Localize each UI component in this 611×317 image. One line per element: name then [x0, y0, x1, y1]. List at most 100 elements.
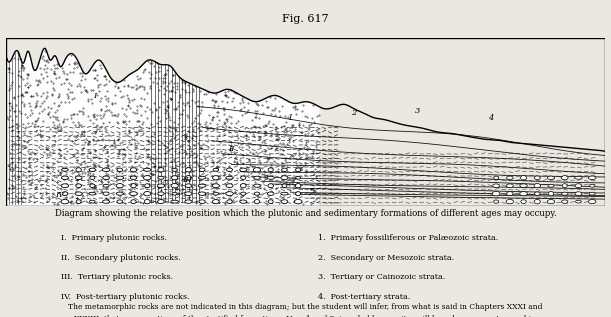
Ellipse shape — [131, 184, 136, 188]
Ellipse shape — [562, 176, 568, 180]
Ellipse shape — [213, 192, 219, 195]
Ellipse shape — [144, 191, 151, 196]
Ellipse shape — [172, 176, 178, 180]
Ellipse shape — [158, 200, 164, 204]
Ellipse shape — [158, 168, 164, 172]
Ellipse shape — [282, 168, 287, 171]
Ellipse shape — [507, 176, 513, 179]
Text: III: III — [183, 176, 192, 184]
Ellipse shape — [213, 200, 219, 204]
Ellipse shape — [254, 192, 260, 195]
Ellipse shape — [213, 176, 219, 180]
Ellipse shape — [494, 200, 499, 203]
Ellipse shape — [185, 192, 192, 196]
Ellipse shape — [103, 184, 109, 187]
Ellipse shape — [61, 184, 68, 188]
Text: Diagram showing the relative position which the plutonic and sedimentary formati: Diagram showing the relative position wh… — [54, 210, 557, 218]
Ellipse shape — [116, 192, 123, 195]
Text: The metamorphic rocks are not indicated in this diagram; but the student will in: The metamorphic rocks are not indicated … — [68, 303, 543, 311]
Ellipse shape — [589, 192, 595, 195]
Polygon shape — [6, 48, 320, 206]
Ellipse shape — [62, 192, 68, 196]
Ellipse shape — [76, 168, 81, 172]
Ellipse shape — [185, 184, 192, 188]
Ellipse shape — [117, 168, 123, 171]
Ellipse shape — [145, 184, 150, 188]
Ellipse shape — [199, 176, 206, 179]
Ellipse shape — [89, 192, 96, 195]
Ellipse shape — [75, 176, 82, 179]
Ellipse shape — [296, 176, 301, 179]
Text: I: I — [93, 92, 96, 100]
Ellipse shape — [225, 176, 233, 179]
Text: 3.  Tertiary or Cainozoic strata.: 3. Tertiary or Cainozoic strata. — [318, 273, 445, 281]
Ellipse shape — [254, 199, 260, 204]
Ellipse shape — [185, 200, 192, 203]
Ellipse shape — [268, 184, 274, 188]
Ellipse shape — [548, 184, 554, 187]
Ellipse shape — [588, 200, 596, 204]
Ellipse shape — [492, 191, 500, 196]
Ellipse shape — [116, 184, 123, 188]
Ellipse shape — [520, 184, 527, 188]
Ellipse shape — [89, 168, 95, 171]
Ellipse shape — [131, 200, 136, 204]
Ellipse shape — [254, 168, 261, 172]
Ellipse shape — [282, 184, 287, 188]
Ellipse shape — [75, 192, 82, 196]
Ellipse shape — [267, 176, 274, 179]
Ellipse shape — [130, 176, 137, 179]
Ellipse shape — [241, 184, 246, 188]
Ellipse shape — [281, 200, 288, 204]
Ellipse shape — [295, 199, 302, 204]
Ellipse shape — [185, 168, 191, 172]
Ellipse shape — [547, 176, 555, 179]
Ellipse shape — [199, 184, 206, 187]
Ellipse shape — [562, 192, 568, 195]
Text: 3: 3 — [415, 107, 420, 114]
Ellipse shape — [90, 200, 95, 203]
Ellipse shape — [548, 191, 554, 196]
Ellipse shape — [590, 184, 595, 187]
Ellipse shape — [90, 176, 95, 179]
Ellipse shape — [241, 176, 246, 179]
Text: 4: 4 — [489, 113, 494, 122]
Ellipse shape — [185, 176, 191, 180]
Ellipse shape — [158, 176, 164, 179]
Ellipse shape — [116, 176, 123, 179]
Ellipse shape — [507, 192, 513, 196]
Ellipse shape — [171, 200, 178, 203]
Ellipse shape — [226, 184, 233, 188]
Ellipse shape — [213, 168, 219, 171]
Ellipse shape — [144, 176, 151, 180]
Ellipse shape — [102, 168, 110, 171]
Ellipse shape — [62, 176, 68, 179]
Ellipse shape — [144, 168, 151, 171]
Ellipse shape — [494, 176, 499, 179]
Ellipse shape — [199, 192, 206, 195]
Ellipse shape — [520, 191, 527, 196]
Ellipse shape — [90, 184, 95, 187]
Ellipse shape — [280, 192, 288, 195]
Ellipse shape — [534, 184, 541, 188]
Ellipse shape — [241, 192, 246, 195]
Ellipse shape — [240, 168, 247, 171]
Ellipse shape — [76, 200, 81, 204]
Ellipse shape — [227, 200, 232, 204]
Ellipse shape — [576, 200, 581, 203]
Ellipse shape — [130, 168, 137, 172]
Ellipse shape — [212, 184, 219, 188]
Ellipse shape — [103, 200, 109, 203]
Ellipse shape — [534, 176, 540, 179]
Ellipse shape — [492, 184, 500, 187]
Text: 1: 1 — [288, 113, 293, 122]
Ellipse shape — [227, 168, 232, 171]
Ellipse shape — [534, 199, 540, 204]
Ellipse shape — [62, 168, 68, 171]
Ellipse shape — [240, 200, 247, 203]
Ellipse shape — [268, 192, 274, 195]
Ellipse shape — [199, 168, 205, 171]
Ellipse shape — [268, 200, 273, 204]
Ellipse shape — [76, 184, 81, 188]
Ellipse shape — [130, 192, 137, 196]
